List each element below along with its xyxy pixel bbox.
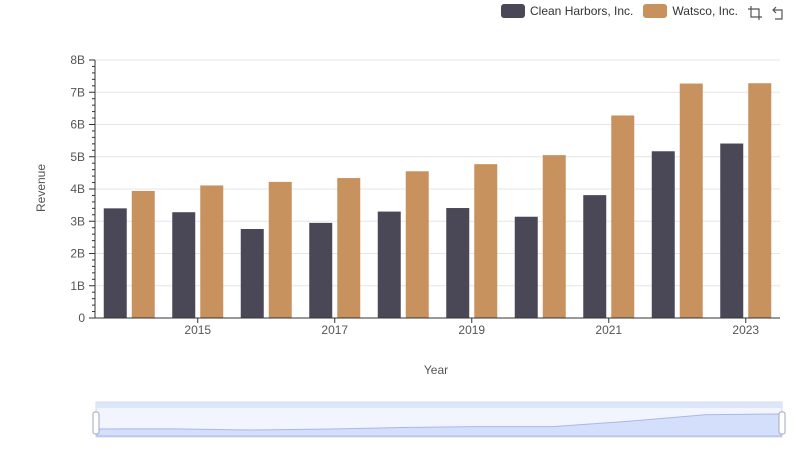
- grid-lines: [95, 59, 780, 319]
- bar-watsco[interactable]: [268, 181, 292, 318]
- x-axis: 2015 2017 2019 2021 2023: [95, 317, 780, 337]
- legend-swatch-clean-harbors: [501, 4, 525, 18]
- y-tick-label: 8B: [70, 53, 85, 67]
- y-tick-label: 0: [78, 311, 85, 325]
- bar-clean-harbors[interactable]: [240, 228, 264, 318]
- bars: [103, 83, 772, 318]
- crop-zoom-icon[interactable]: [748, 6, 762, 20]
- bar-watsco[interactable]: [337, 178, 361, 318]
- legend: Clean Harbors, Inc. Watsco, Inc.: [501, 4, 738, 18]
- x-tick-label: 2019: [458, 323, 485, 337]
- x-tick-label: 2021: [595, 323, 622, 337]
- y-tick-label: 1B: [70, 279, 85, 293]
- slider-handle-right[interactable]: [778, 411, 786, 435]
- legend-label-watsco: Watsco, Inc.: [672, 4, 738, 18]
- bar-clean-harbors[interactable]: [651, 151, 675, 318]
- y-tick-label: 7B: [70, 85, 85, 99]
- x-tick-label: 2015: [184, 323, 211, 337]
- slider-top-bar[interactable]: [96, 402, 782, 408]
- legend-label-clean-harbors: Clean Harbors, Inc.: [530, 4, 634, 18]
- y-tick-label: 4B: [70, 182, 85, 196]
- bar-watsco[interactable]: [131, 190, 155, 318]
- bar-watsco[interactable]: [405, 171, 429, 318]
- bar-watsco[interactable]: [611, 115, 635, 318]
- reset-zoom-icon[interactable]: [772, 6, 786, 20]
- x-tick-label: 2023: [732, 323, 759, 337]
- y-tick-label: 3B: [70, 214, 85, 228]
- bar-clean-harbors[interactable]: [720, 143, 744, 318]
- bar-clean-harbors[interactable]: [446, 208, 470, 318]
- bar-watsco[interactable]: [542, 155, 566, 318]
- bar-clean-harbors[interactable]: [377, 211, 401, 318]
- slider-preview-area: [96, 413, 782, 437]
- bar-watsco[interactable]: [679, 83, 703, 318]
- bar-watsco[interactable]: [748, 83, 772, 318]
- slider-handle-left[interactable]: [92, 411, 100, 435]
- y-axis-title: Revenue: [34, 164, 48, 212]
- legend-swatch-watsco: [643, 4, 668, 18]
- legend-item-clean-harbors[interactable]: Clean Harbors, Inc.: [501, 4, 633, 18]
- bar-clean-harbors[interactable]: [583, 195, 607, 318]
- bar-watsco[interactable]: [200, 185, 224, 318]
- x-axis-title: Year: [424, 363, 448, 377]
- y-tick-label: 6B: [70, 118, 85, 132]
- bar-clean-harbors[interactable]: [103, 208, 127, 318]
- bar-clean-harbors[interactable]: [172, 212, 196, 318]
- chart-toolbar: [748, 6, 786, 20]
- x-tick-label: 2017: [321, 323, 348, 337]
- y-tick-label: 2B: [70, 247, 85, 261]
- y-tick-label: 5B: [70, 150, 85, 164]
- bar-clean-harbors[interactable]: [309, 222, 333, 318]
- bar-watsco[interactable]: [474, 164, 498, 318]
- data-zoom-slider[interactable]: [92, 401, 786, 438]
- y-axis: 0 1B 2B 3B 4B 5B 6B 7B 8B: [70, 53, 96, 325]
- legend-item-watsco[interactable]: Watsco, Inc.: [643, 4, 738, 18]
- bar-clean-harbors[interactable]: [514, 216, 538, 318]
